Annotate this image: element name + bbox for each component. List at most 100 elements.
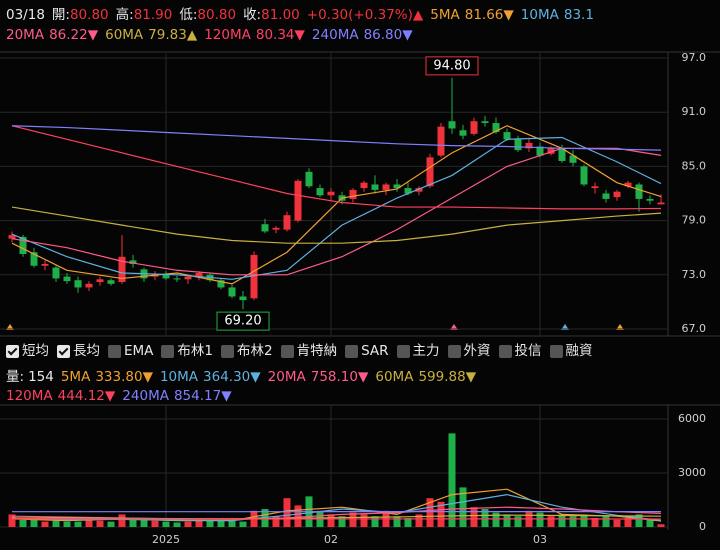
indicator-toggle[interactable]: 外資 <box>447 342 491 360</box>
ma-line <box>11 147 662 276</box>
checkbox[interactable] <box>280 344 294 358</box>
legend-name: 10MA <box>159 369 199 385</box>
volume-bar <box>349 512 357 527</box>
indicator-toolbar: 短均 長均 EMA 布林1 布林2 肯特納 SAR 主力 外資 投信 融資 <box>6 342 593 360</box>
candle-body <box>404 188 412 194</box>
legend-value: 80.34 <box>255 27 295 43</box>
candle-body <box>162 274 170 279</box>
x-tick-label: 02 <box>324 533 338 546</box>
candle-body <box>635 184 643 199</box>
indicator-toggle[interactable]: 投信 <box>498 342 542 360</box>
candle-body <box>272 227 280 230</box>
candle-body <box>228 287 236 297</box>
y-tick-label: 73.0 <box>682 268 707 281</box>
volume-value: 154 <box>28 369 54 385</box>
candle-body <box>514 139 522 151</box>
y-tick-label: 97.0 <box>682 51 707 64</box>
checkbox[interactable] <box>6 344 19 358</box>
legend-name: 60MA <box>105 27 144 43</box>
quote-value: 80.80 <box>197 7 237 23</box>
toggle-label: 長均 <box>73 343 100 359</box>
volume-bar <box>404 518 412 527</box>
volume-bar <box>569 516 577 527</box>
candle-body <box>63 276 71 282</box>
legend-name: 20MA <box>267 369 306 385</box>
volume-bar <box>503 514 511 527</box>
y-tick-label: 6000 <box>678 412 706 425</box>
legend-value: 86.22 <box>49 27 88 43</box>
legend-trend: ▼ <box>294 27 305 43</box>
volume-bar <box>52 520 60 527</box>
candle-body <box>371 184 379 190</box>
checkbox[interactable] <box>498 344 512 358</box>
checkbox[interactable] <box>57 344 70 358</box>
toggle-label: 融資 <box>565 343 593 359</box>
candle-body <box>415 188 423 192</box>
volume-bar <box>140 519 148 527</box>
y-tick-label: 67.0 <box>682 322 707 335</box>
legend-trend: ▼ <box>87 27 99 43</box>
volume-bar <box>602 516 610 527</box>
volume-bar <box>547 516 555 527</box>
candle-body <box>217 280 225 288</box>
checkbox[interactable] <box>447 344 461 358</box>
indicator-toggle[interactable]: 短均 <box>6 342 49 360</box>
volume-bar <box>74 521 82 527</box>
quote-label: 高: <box>115 7 134 23</box>
candle-body <box>30 252 38 266</box>
volume-bar <box>239 521 247 527</box>
legend-name: 120MA <box>204 27 251 43</box>
volume-bar <box>129 518 137 527</box>
candle-body <box>536 146 544 156</box>
candle-body <box>580 166 588 185</box>
quote-value: 81.00 <box>261 7 300 23</box>
legend-name: 20MA <box>6 27 45 43</box>
x-tick-label: 03 <box>533 533 547 546</box>
toggle-label: 主力 <box>412 343 440 359</box>
candle-body <box>327 191 335 196</box>
ma-line <box>11 206 662 244</box>
indicator-toggle[interactable]: 主力 <box>396 342 440 360</box>
volume-bar <box>63 521 71 527</box>
legend-trend: ▼ <box>142 369 153 385</box>
checkbox[interactable] <box>396 344 410 358</box>
candle-body <box>173 278 181 280</box>
indicator-toggle[interactable]: EMA <box>108 342 153 360</box>
candle-body <box>569 155 577 163</box>
indicator-toggle[interactable]: 肯特納 <box>280 342 337 360</box>
checkbox[interactable] <box>108 344 121 358</box>
legend-value: 854.17 <box>173 388 222 404</box>
volume-bar <box>107 521 115 527</box>
candle-body <box>316 188 324 196</box>
volume-bar <box>646 519 654 527</box>
legend-name: 120MA <box>6 388 53 404</box>
volume-bar <box>371 516 379 527</box>
checkbox[interactable] <box>549 344 563 358</box>
legend-trend: ▼ <box>221 388 232 404</box>
candle-body <box>107 280 115 284</box>
candle-body <box>393 184 401 189</box>
candle-body <box>305 171 313 187</box>
volume-bar <box>283 498 291 527</box>
volume-bar <box>184 521 192 527</box>
checkbox[interactable] <box>221 344 235 358</box>
volume-bar <box>481 509 489 527</box>
volume-bar <box>327 514 335 527</box>
legend-name: 60MA <box>375 369 414 385</box>
y-tick-label: 91.0 <box>682 105 707 118</box>
checkbox[interactable] <box>345 344 359 358</box>
indicator-toggle[interactable]: 布林2 <box>221 342 273 360</box>
checkbox[interactable] <box>161 344 175 358</box>
candle-body <box>558 148 566 161</box>
candle-body <box>74 280 82 288</box>
indicator-toggle[interactable]: SAR <box>345 342 389 360</box>
indicator-toggle[interactable]: 融資 <box>549 342 593 360</box>
candle-body <box>492 123 500 133</box>
indicator-toggle[interactable]: 長均 <box>57 342 100 360</box>
volume-bar <box>536 512 544 527</box>
volume-bar <box>448 433 456 527</box>
candle-body <box>283 215 291 230</box>
volume-bar <box>338 516 346 527</box>
indicator-toggle[interactable]: 布林1 <box>161 342 213 360</box>
